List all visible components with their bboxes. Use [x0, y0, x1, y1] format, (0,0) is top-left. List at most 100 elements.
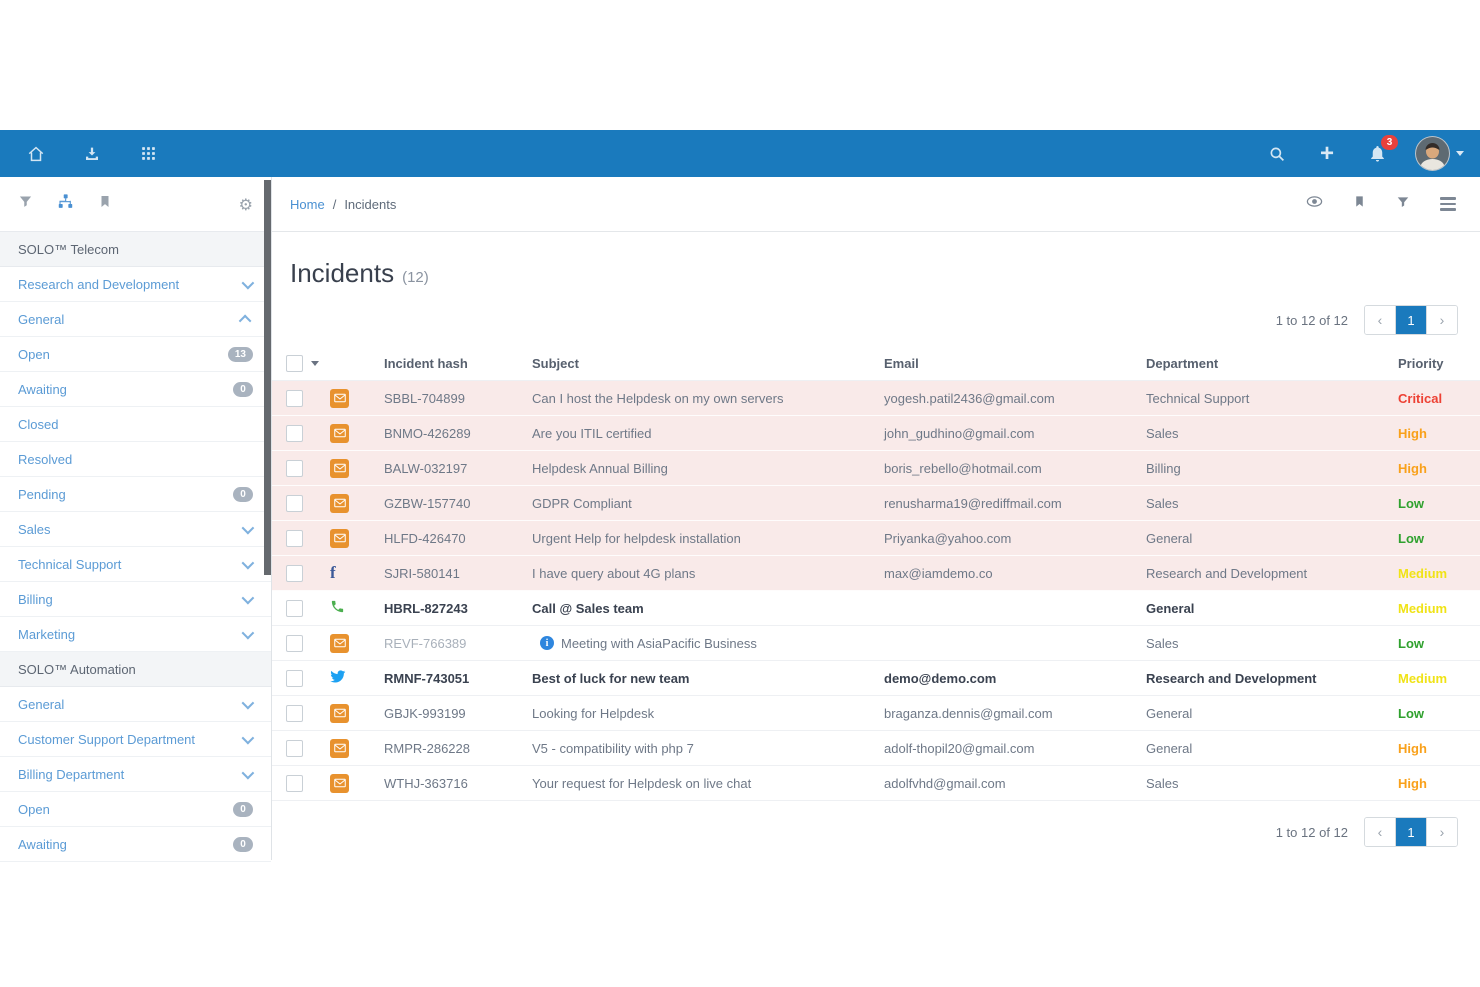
incident-department: Sales: [1146, 635, 1179, 651]
sidebar-item-billing-department[interactable]: Billing Department: [0, 757, 271, 792]
incident-row[interactable]: WTHJ-363716 Your request for Helpdesk on …: [272, 766, 1480, 801]
bell-icon[interactable]: 3: [1365, 134, 1398, 166]
incident-row[interactable]: RMNF-743051 Best of luck for new team demo…: [272, 661, 1480, 696]
row-checkbox[interactable]: [286, 739, 303, 757]
incident-email: yogesh.patil2436@gmail.com: [884, 390, 1055, 406]
menu-icon[interactable]: [1440, 194, 1456, 214]
incident-email: john_gudhino@gmail.com: [884, 425, 1035, 441]
pagination-next-button[interactable]: ›: [1427, 306, 1457, 334]
avatar[interactable]: [1415, 136, 1450, 171]
incident-row[interactable]: BNMO-426289 Are you ITIL certified john_gu…: [272, 416, 1480, 451]
user-menu[interactable]: [1415, 136, 1464, 171]
sitemap-icon[interactable]: [57, 193, 74, 215]
incident-subject: Call @ Sales team: [532, 601, 884, 616]
sidebar-item-awaiting[interactable]: Awaiting 0: [0, 372, 271, 407]
subject-text: Meeting with AsiaPacific Business: [561, 635, 757, 651]
incident-row[interactable]: SBBL-704899 Can I host the Helpdesk on my…: [272, 381, 1480, 416]
sidebar-scrollbar[interactable]: [264, 180, 271, 575]
incident-row[interactable]: REVF-766389 i Meeting with AsiaPacific Bus…: [272, 626, 1480, 661]
chevron-down-icon: [241, 556, 255, 569]
bookmark-icon[interactable]: [1353, 194, 1366, 214]
sidebar-item-billing[interactable]: Billing: [0, 582, 271, 617]
incident-row[interactable]: HLFD-426470 Urgent Help for helpdesk inst…: [272, 521, 1480, 556]
incident-row[interactable]: HBRL-827243 Call @ Sales team General Mediu…: [272, 591, 1480, 626]
row-checkbox[interactable]: [286, 494, 303, 512]
twitter-icon: [330, 669, 384, 687]
row-checkbox[interactable]: [286, 564, 303, 582]
priority-label: High: [1398, 425, 1427, 441]
email-icon: [330, 528, 384, 548]
row-checkbox[interactable]: [286, 634, 303, 652]
incident-row[interactable]: GBJK-993199 Looking for Helpdesk braganza.…: [272, 696, 1480, 731]
subject-text: V5 - compatibility with php 7: [532, 740, 694, 756]
eye-icon[interactable]: [1306, 195, 1323, 213]
gear-icon[interactable]: ⚙: [238, 194, 253, 214]
breadcrumb-home-link[interactable]: Home: [290, 196, 325, 212]
sidebar-item-label: Billing: [18, 591, 53, 607]
select-all-checkbox[interactable]: [286, 355, 303, 372]
incident-department: Research and Development: [1146, 670, 1317, 686]
row-checkbox[interactable]: [286, 669, 303, 687]
incident-department: General: [1146, 600, 1195, 616]
pagination-page-button[interactable]: 1: [1396, 818, 1427, 846]
pagination-prev-button[interactable]: ‹: [1365, 306, 1396, 334]
incident-email: demo@demo.com: [884, 670, 997, 686]
sidebar-item-awaiting[interactable]: Awaiting 0: [0, 827, 271, 862]
row-checkbox[interactable]: [286, 599, 303, 617]
count-badge: 0: [233, 836, 253, 852]
apps-grid-icon[interactable]: [136, 142, 160, 166]
sidebar-item-open[interactable]: Open 0: [0, 792, 271, 827]
incident-hash: RMNF-743051: [384, 670, 470, 686]
sidebar-item-pending[interactable]: Pending 0: [0, 477, 271, 512]
row-checkbox[interactable]: [286, 529, 303, 547]
incident-department: Sales: [1146, 495, 1179, 511]
incident-department: General: [1146, 740, 1193, 756]
sidebar-item-resolved[interactable]: Resolved: [0, 442, 271, 477]
sidebar-item-general[interactable]: General: [0, 302, 271, 337]
select-dropdown-caret-icon[interactable]: [311, 361, 319, 366]
row-checkbox[interactable]: [286, 459, 303, 477]
pagination-next-button[interactable]: ›: [1427, 818, 1457, 846]
breadcrumb: Home / Incidents: [290, 197, 396, 212]
sidebar-item-technical-support[interactable]: Technical Support: [0, 547, 271, 582]
incident-subject: GDPR Compliant: [532, 496, 884, 511]
sidebar-item-closed[interactable]: Closed: [0, 407, 271, 442]
pagination-summary: 1 to 12 of 12: [1275, 312, 1348, 328]
subject-text: Best of luck for new team: [532, 670, 690, 686]
incident-department: Sales: [1146, 775, 1179, 791]
incident-department: Billing: [1146, 460, 1181, 476]
home-icon[interactable]: [24, 142, 48, 166]
sidebar-item-general[interactable]: General: [0, 687, 271, 722]
caret-down-icon: [1456, 151, 1464, 156]
sidebar-item-research-and-development[interactable]: Research and Development: [0, 267, 271, 302]
sidebar-item-label: Marketing: [18, 626, 76, 642]
filter-icon[interactable]: [1396, 195, 1410, 214]
incident-row[interactable]: f SJRI-580141 I have query about 4G plans m…: [272, 556, 1480, 591]
filter-icon[interactable]: [18, 194, 33, 214]
count-badge: 13: [227, 346, 253, 362]
pagination-prev-button[interactable]: ‹: [1365, 818, 1396, 846]
sidebar-item-label: Awaiting: [18, 381, 67, 397]
plus-icon[interactable]: +: [1319, 139, 1334, 167]
download-icon[interactable]: [80, 142, 104, 166]
sidebar-list: SOLO™ Telecom Research and Development Gen…: [0, 232, 271, 862]
sidebar-item-customer-support-department[interactable]: Customer Support Department: [0, 722, 271, 757]
sidebar-item-label: Pending: [18, 486, 66, 502]
sidebar-item-sales[interactable]: Sales: [0, 512, 271, 547]
row-checkbox[interactable]: [286, 704, 303, 722]
sidebar-item-marketing[interactable]: Marketing: [0, 617, 271, 652]
row-checkbox[interactable]: [286, 424, 303, 442]
sidebar-item-open[interactable]: Open 13: [0, 337, 271, 372]
pagination-bottom: 1 to 12 of 12 ‹ 1 ›: [272, 801, 1480, 847]
incident-row[interactable]: GZBW-157740 GDPR Compliant renusharma19@re…: [272, 486, 1480, 521]
search-icon[interactable]: [1265, 142, 1289, 166]
incident-hash: HLFD-426470: [384, 530, 466, 546]
sidebar-item-label: General: [18, 696, 65, 712]
pagination-page-button[interactable]: 1: [1396, 306, 1427, 334]
incident-row[interactable]: BALW-032197 Helpdesk Annual Billing boris_…: [272, 451, 1480, 486]
row-checkbox[interactable]: [286, 389, 303, 407]
bookmark-icon[interactable]: [98, 194, 112, 214]
row-checkbox[interactable]: [286, 774, 303, 792]
incident-email: max@iamdemo.co: [884, 565, 993, 581]
incident-row[interactable]: RMPR-286228 V5 - compatibility with php 7…: [272, 731, 1480, 766]
